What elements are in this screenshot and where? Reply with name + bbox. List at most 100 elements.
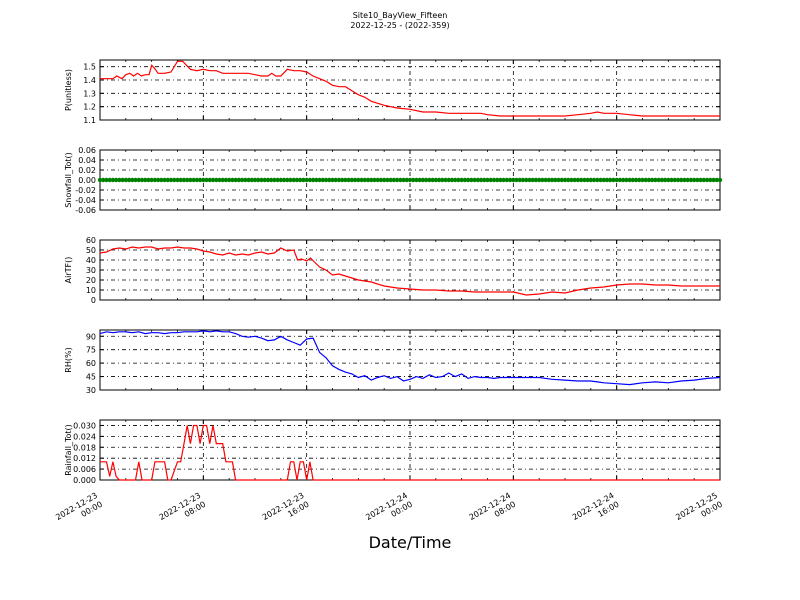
- data-point: [653, 177, 658, 183]
- data-point: [294, 177, 300, 183]
- data-point: [485, 177, 490, 183]
- data-point: [123, 177, 129, 183]
- data-point: [272, 177, 277, 183]
- x-tick-label: 2022-12-2308:00: [158, 491, 208, 531]
- data-point: [624, 177, 629, 183]
- data-point: [398, 177, 403, 183]
- data-point: [436, 177, 442, 183]
- data-point: [601, 177, 606, 183]
- data-point: [701, 177, 707, 183]
- data-point: [407, 177, 413, 183]
- y-tick-label: 0.00: [78, 176, 96, 185]
- data-point: [417, 177, 422, 183]
- data-point: [139, 177, 145, 183]
- data-point: [230, 177, 235, 183]
- data-point: [666, 177, 671, 183]
- data-point: [575, 177, 581, 183]
- y-tick-label: 1.3: [83, 89, 96, 98]
- data-point: [662, 177, 668, 183]
- data-point: [249, 177, 254, 183]
- data-point: [569, 177, 574, 183]
- y-axis-label: P(unitless): [64, 69, 73, 111]
- data-point: [588, 177, 594, 183]
- y-tick-label: 0.030: [73, 421, 96, 430]
- data-point: [488, 177, 493, 183]
- data-point: [369, 177, 374, 183]
- data-point: [553, 177, 558, 183]
- data-point: [423, 177, 429, 183]
- data-point: [498, 177, 503, 183]
- data-point: [207, 177, 212, 183]
- data-point: [152, 177, 158, 183]
- data-point: [307, 177, 313, 183]
- data-point: [256, 177, 261, 183]
- data-point: [717, 177, 723, 183]
- data-point: [604, 177, 610, 183]
- y-tick-label: 0.012: [73, 454, 96, 463]
- data-point: [514, 177, 519, 183]
- data-point: [133, 177, 138, 183]
- data-point: [378, 177, 384, 183]
- y-tick-label: -0.04: [75, 196, 96, 205]
- data-point: [446, 177, 451, 183]
- data-point: [517, 177, 522, 183]
- data-point: [401, 177, 406, 183]
- y-tick-label: 1.1: [83, 116, 96, 125]
- data-point: [362, 177, 367, 183]
- data-line: [99, 246, 720, 296]
- data-point: [107, 177, 112, 183]
- data-point: [217, 177, 222, 183]
- y-axis-label: AirTF(): [64, 257, 73, 284]
- data-point: [591, 177, 597, 183]
- data-point: [301, 177, 306, 183]
- data-point: [427, 177, 432, 183]
- data-point: [533, 177, 539, 183]
- data-point: [691, 177, 697, 183]
- y-tick-label: 1.4: [83, 76, 96, 85]
- data-point: [578, 177, 584, 183]
- data-point: [113, 177, 119, 183]
- data-point: [530, 177, 535, 183]
- data-point: [265, 177, 271, 183]
- data-point: [462, 177, 468, 183]
- data-point: [385, 177, 390, 183]
- data-point: [330, 177, 335, 183]
- x-tick-label: 2022-12-2416:00: [571, 491, 621, 531]
- data-point: [310, 177, 316, 183]
- data-point: [172, 177, 177, 183]
- data-point: [475, 177, 481, 183]
- data-point: [482, 177, 487, 183]
- data-point: [443, 177, 448, 183]
- data-point: [501, 177, 506, 183]
- data-point: [349, 177, 355, 183]
- data-point: [101, 177, 106, 183]
- data-point: [214, 177, 219, 183]
- data-point: [714, 177, 719, 183]
- data-point: [191, 177, 196, 183]
- y-tick-label: 20: [86, 276, 96, 285]
- data-point: [304, 177, 309, 183]
- data-point: [317, 177, 322, 183]
- data-point: [394, 177, 400, 183]
- data-point: [659, 177, 665, 183]
- data-point: [155, 177, 161, 183]
- x-tick-label: 2022-12-2316:00: [261, 491, 311, 531]
- data-point: [559, 177, 564, 183]
- data-point: [433, 177, 439, 183]
- data-point: [411, 177, 416, 183]
- data-point: [572, 177, 577, 183]
- data-point: [679, 177, 684, 183]
- data-point: [239, 177, 245, 183]
- data-point: [168, 177, 174, 183]
- data-point: [640, 177, 645, 183]
- data-point: [453, 177, 458, 183]
- data-point: [698, 177, 703, 183]
- data-point: [620, 177, 626, 183]
- data-point: [704, 177, 710, 183]
- x-tick-label: 2022-12-2408:00: [468, 491, 518, 531]
- data-point: [546, 177, 552, 183]
- data-point: [281, 177, 287, 183]
- data-point: [608, 177, 613, 183]
